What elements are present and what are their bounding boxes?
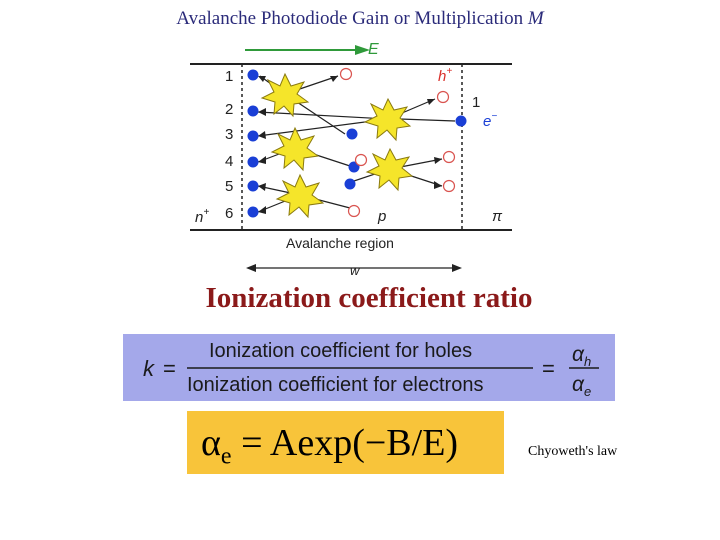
hole [436,90,450,104]
region-caption: Avalanche region [286,235,394,251]
electron [247,130,259,142]
row-number: 1 [225,68,233,85]
title-symbol: M [527,8,544,29]
width-label: w [350,263,361,278]
electron [455,115,467,127]
row-number: 4 [225,153,233,170]
hole [347,204,361,218]
width-arrow-left-head [246,264,256,272]
arrow-head [434,181,442,189]
electron-row-number: 1 [472,94,480,111]
electron-label: e− [483,111,497,130]
k-equation-box: k = Ionization coefficient for holes Ion… [123,334,615,401]
arrow-head [427,99,435,105]
slide-title: Avalanche Photodiode Gain or Multiplicat… [0,8,720,30]
arrow-head [258,183,266,191]
arrow-head [258,108,266,116]
row-number: 3 [225,126,233,143]
electron [247,206,259,218]
formula-rhs: = Aexp(−B/E) [231,422,459,464]
carrier-arrow [399,118,456,122]
k-symbol: k [143,356,155,381]
electron [247,156,259,168]
electron [247,180,259,192]
section-heading: Ionization coefficient ratio [205,282,533,314]
electron [344,178,356,190]
ionization-spark [363,97,412,142]
pi-region-label: π [492,208,503,225]
alpha-formula: αe = Aexp(−B/E) [201,421,458,471]
k-numerator: Ionization coefficient for holes [209,340,472,362]
width-arrow-right-head [452,264,462,272]
field-label: E [368,41,379,58]
electron [247,69,259,81]
arrow-head [258,206,266,214]
ionization-spark [260,72,310,118]
law-label: Chyoweth's law [528,444,618,459]
k-equals: = [163,356,176,381]
formula-subscript: e [220,443,232,470]
ionization-spark [270,126,320,172]
arrow-head [434,157,442,164]
row-number: 2 [225,101,233,118]
arrow-head [258,131,266,139]
electron [247,105,259,117]
arrow-head [258,76,266,82]
hole [354,153,368,167]
k-denominator: Ionization coefficient for electrons [187,374,483,396]
formula-alpha: α [201,422,221,464]
hole [442,179,456,193]
p-region-label: p [377,208,386,225]
hole-label: h+ [438,66,452,85]
row-number: 6 [225,205,233,222]
electron [346,128,358,140]
alpha-formula-box: αe = Aexp(−B/E) [187,411,504,474]
left-region-label: n+ [195,207,209,226]
ionization-spark [275,173,325,219]
hole [339,67,353,81]
hole [442,150,456,164]
title-text: Avalanche Photodiode Gain or Multiplicat… [176,8,524,29]
arrow-head [258,156,266,164]
avalanche-diagram: E 1 2 3 4 5 6 [190,41,512,278]
alpha-h: αh [572,343,591,369]
row-number: 5 [225,178,233,195]
alpha-e: αe [572,373,591,399]
arrow-head [330,76,338,82]
ionization-spark [365,147,414,192]
field-arrow-head [355,45,370,55]
carrier-arrow [257,111,389,120]
k-equation: k = Ionization coefficient for holes Ion… [143,340,599,399]
ratio-equals: = [542,356,555,381]
